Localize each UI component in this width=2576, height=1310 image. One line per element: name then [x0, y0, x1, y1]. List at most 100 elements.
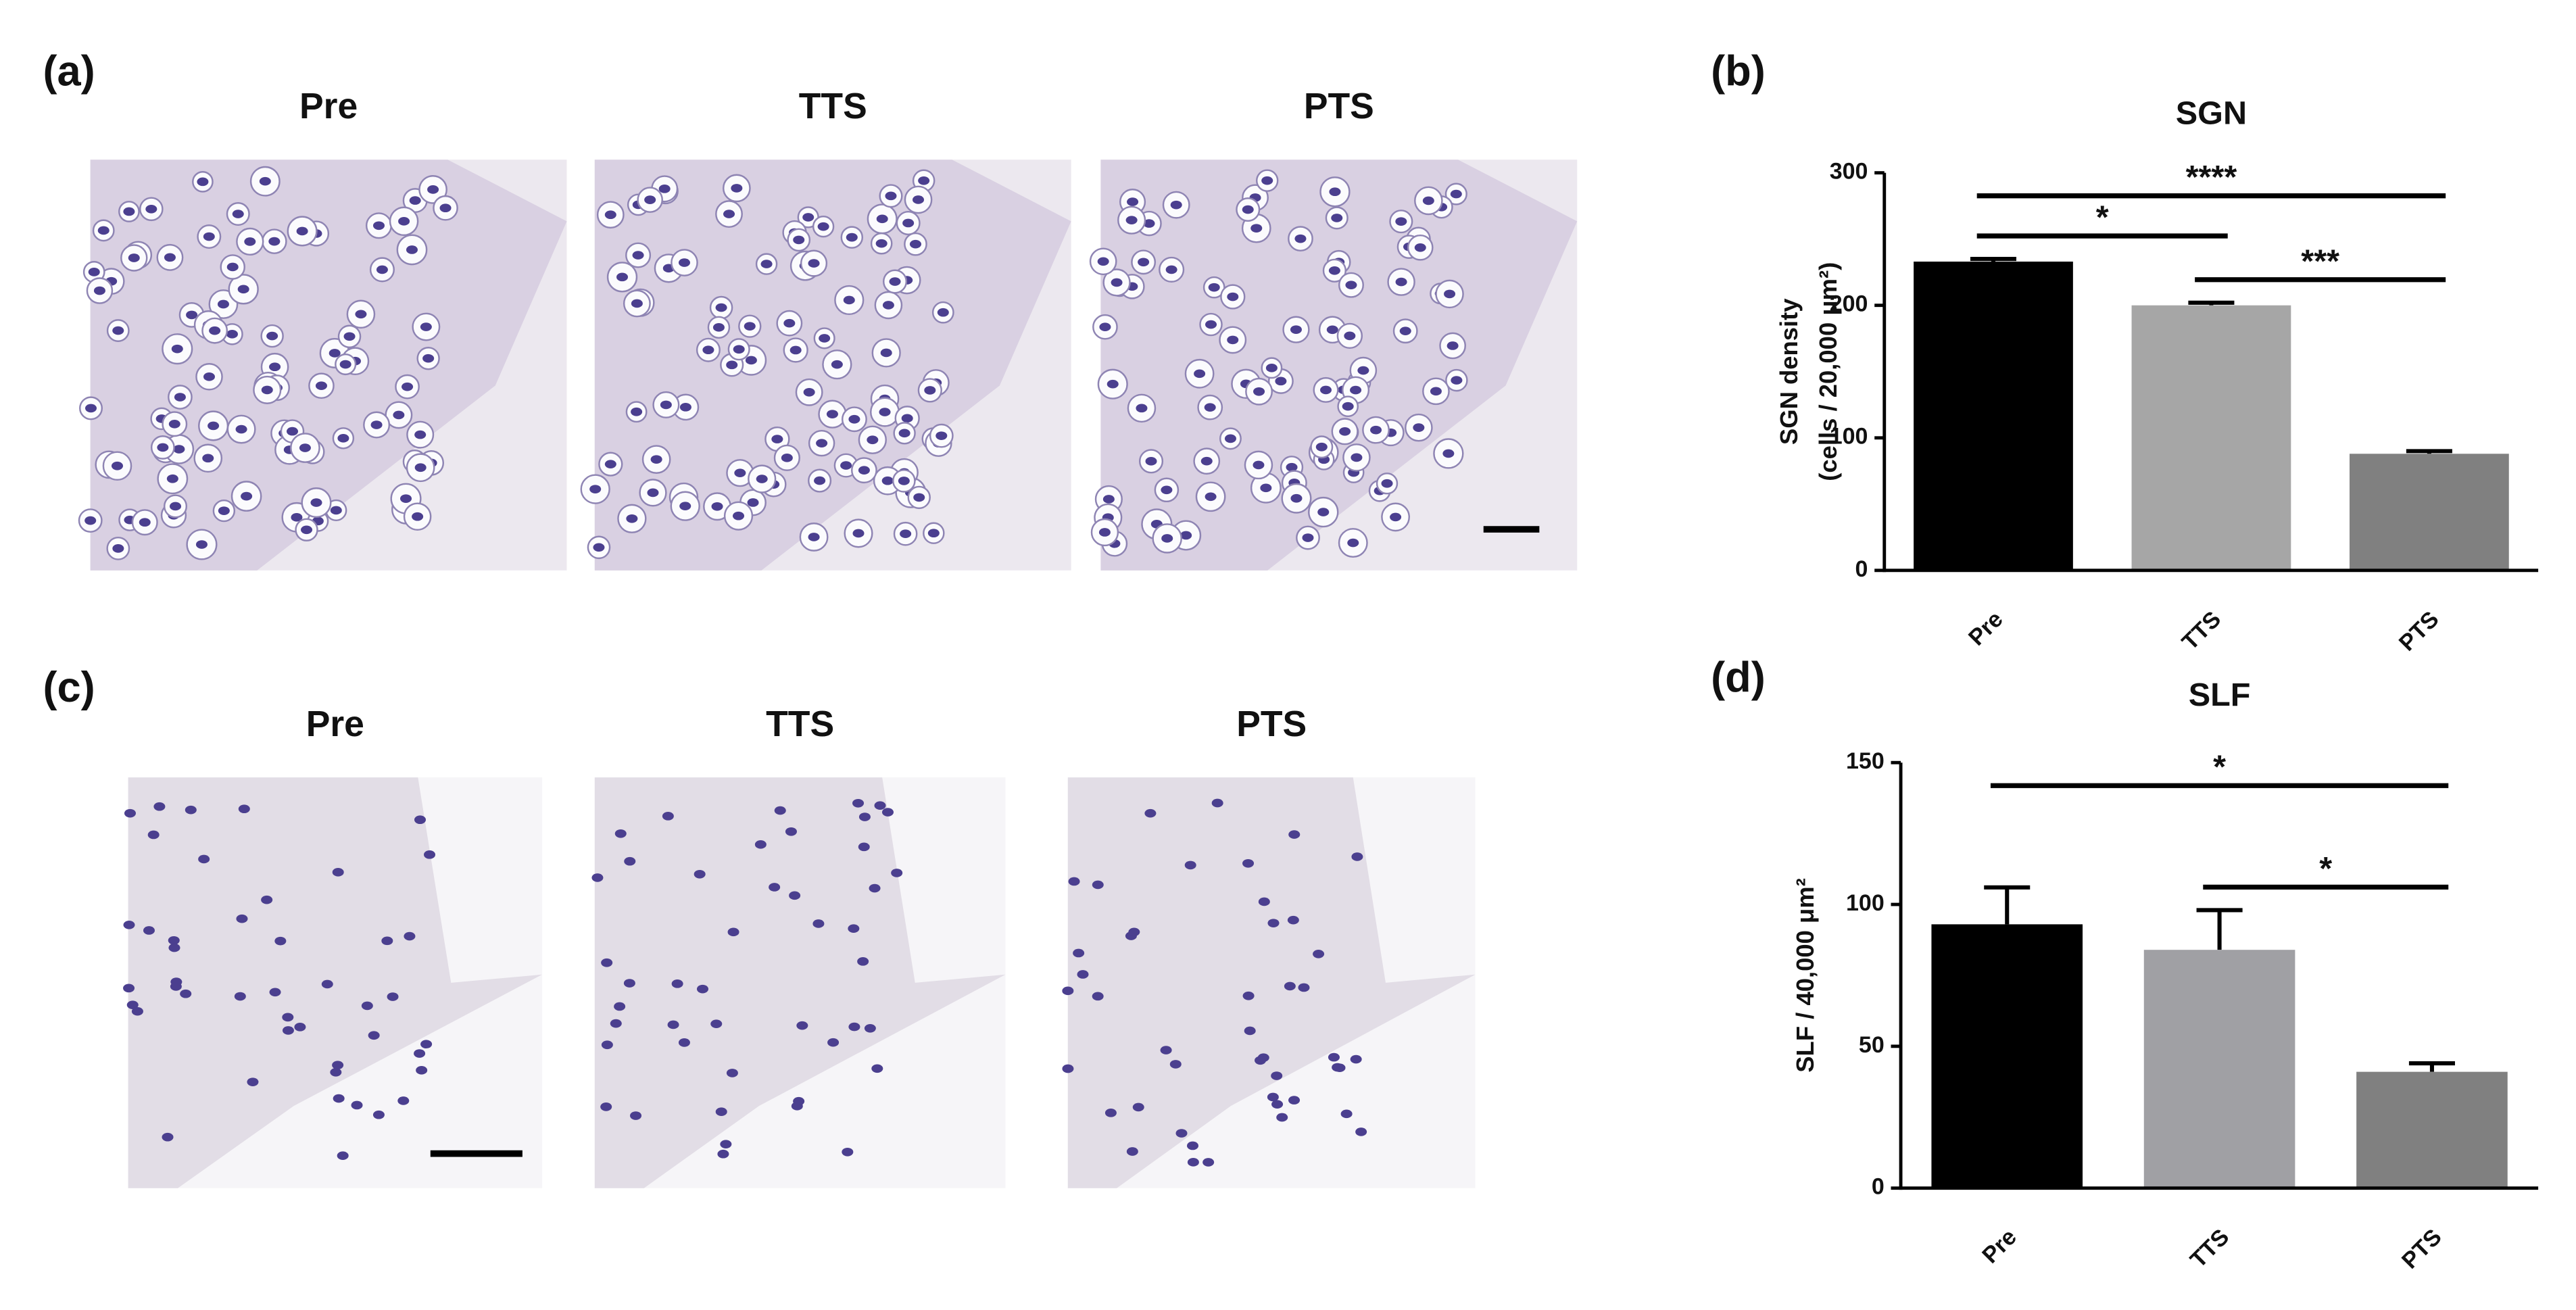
x-tick-label: Pre [1977, 1224, 2022, 1269]
nucleus [769, 883, 781, 892]
nucleus [1271, 1071, 1283, 1080]
nucleus [315, 381, 327, 391]
nucleus [1328, 266, 1340, 275]
nucleus [237, 285, 249, 294]
bar [1914, 262, 2073, 571]
nucleus [1132, 1102, 1144, 1112]
nucleus [1261, 176, 1273, 185]
nucleus [269, 362, 281, 372]
nucleus [1136, 404, 1148, 413]
nucleus [846, 233, 858, 242]
nucleus [711, 502, 723, 511]
y-axis-label: SGN density [1775, 298, 1803, 445]
nucleus [404, 931, 416, 941]
nucleus [1317, 508, 1330, 516]
nucleus [402, 382, 414, 391]
y-axis-label: (cells / 20,000 μm²) [1814, 262, 1842, 481]
nucleus [1344, 331, 1356, 341]
nucleus [173, 445, 185, 454]
panel-label: (a) [43, 48, 95, 95]
nucleus [381, 936, 393, 946]
y-axis-label: SLF / 40,000 μm² [1791, 878, 1819, 1073]
nucleus [1413, 423, 1425, 432]
nucleus [1331, 214, 1343, 222]
nucleus [85, 404, 97, 413]
nucleus [1290, 493, 1303, 503]
nucleus [826, 410, 838, 418]
nucleus [1355, 1127, 1367, 1136]
nucleus [760, 260, 773, 268]
nucleus [1255, 1056, 1267, 1065]
nucleus [1165, 265, 1177, 274]
significance-label: * [2213, 749, 2226, 785]
nucleus [412, 512, 424, 521]
nucleus [1111, 278, 1123, 287]
y-tick-label: 0 [1872, 1174, 1885, 1200]
nucleus [1381, 479, 1393, 488]
nucleus [1127, 197, 1139, 206]
nucleus [783, 318, 796, 328]
nucleus [1186, 1141, 1198, 1150]
nucleus [274, 936, 287, 946]
nucleus [186, 310, 198, 320]
nucleus [123, 984, 135, 993]
nucleus [754, 840, 767, 849]
bar [2143, 950, 2295, 1188]
nucleus [1092, 880, 1104, 890]
tissue [1100, 160, 1578, 571]
nucleus [600, 1102, 612, 1111]
nucleus [420, 1040, 433, 1049]
nucleus [848, 1022, 860, 1032]
nucleus [1370, 425, 1382, 435]
nucleus [864, 1023, 876, 1033]
nucleus [858, 812, 871, 821]
nucleus [660, 400, 672, 410]
nucleus [658, 185, 671, 193]
nucleus [330, 1067, 342, 1077]
nucleus [715, 303, 727, 312]
nucleus [1267, 919, 1280, 927]
nucleus [1414, 243, 1426, 252]
nucleus [1169, 1060, 1182, 1069]
nucleus [593, 543, 605, 552]
nucleus [123, 920, 135, 929]
nucleus [601, 958, 613, 967]
nucleus [1170, 200, 1182, 210]
nucleus [727, 927, 739, 937]
nucleus [626, 514, 638, 523]
x-tick-label: TTS [2177, 606, 2226, 655]
nucleus [802, 213, 815, 222]
nucleus [368, 1031, 380, 1040]
nucleus [744, 322, 756, 331]
nucleus [1340, 1109, 1353, 1119]
nucleus [924, 386, 936, 395]
nucleus [1175, 1129, 1188, 1138]
nucleus [1422, 196, 1434, 205]
nucleus [164, 253, 176, 262]
nucleus [282, 1026, 294, 1035]
nucleus [1447, 341, 1459, 350]
nucleus [241, 491, 253, 501]
nucleus [111, 461, 123, 470]
nucleus [126, 1000, 139, 1009]
nucleus [218, 506, 230, 515]
nucleus [614, 1002, 626, 1011]
tissue [1067, 777, 1476, 1188]
nucleus [662, 812, 674, 821]
nucleus [1202, 1158, 1215, 1167]
nucleus [1315, 442, 1328, 452]
nucleus [337, 434, 349, 443]
nucleus [1227, 335, 1239, 345]
nucleus [712, 323, 725, 332]
nucleus [733, 511, 745, 520]
nucleus [842, 1147, 854, 1157]
nucleus [796, 1021, 808, 1030]
nucleus [1242, 858, 1255, 868]
nucleus [1224, 434, 1236, 443]
nucleus [393, 410, 405, 420]
nucleus [247, 1077, 259, 1086]
nucleus [153, 802, 166, 811]
nucleus [1342, 402, 1354, 411]
